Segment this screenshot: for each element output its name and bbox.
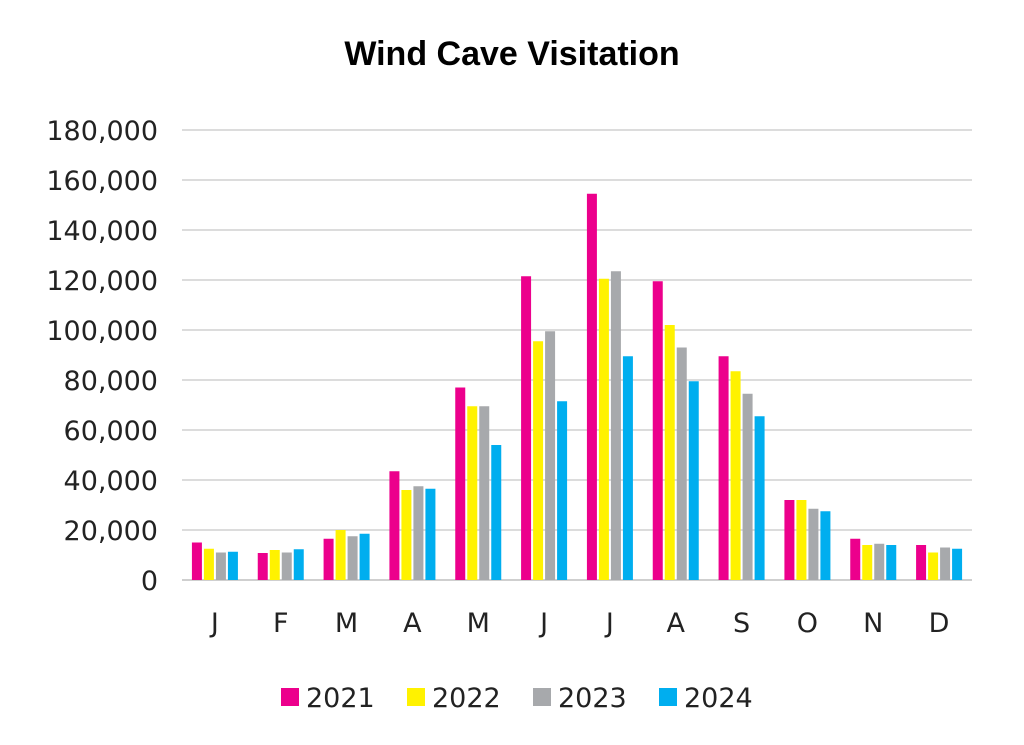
bar-2024-6	[557, 401, 568, 580]
bar-2023-12	[940, 547, 951, 580]
bar-2024-11	[886, 545, 897, 580]
x-tick-label: O	[797, 608, 818, 639]
bar-2023-3	[347, 536, 358, 580]
bar-2021-4	[389, 471, 400, 580]
legend-label-2021: 2021	[306, 683, 375, 714]
bar-2022-12	[928, 552, 939, 580]
bar-2022-6	[533, 341, 544, 580]
chart-title: Wind Cave Visitation	[344, 35, 679, 73]
bar-2022-4	[401, 490, 412, 580]
bar-2024-7	[622, 356, 633, 580]
bar-2024-2	[293, 549, 304, 580]
legend-swatch-2021	[281, 688, 299, 706]
bar-2022-9	[730, 371, 741, 580]
x-tick-label: A	[403, 608, 422, 639]
bar-2023-10	[808, 508, 819, 580]
x-tick-label: N	[863, 608, 883, 639]
y-tick-label: 180,000	[46, 116, 158, 147]
x-tick-label: M	[335, 608, 358, 639]
x-tick-label: J	[538, 608, 548, 639]
bar-2024-12	[952, 548, 963, 580]
x-tick-label: A	[667, 608, 686, 639]
bar-2022-3	[335, 530, 346, 580]
bar-2021-8	[652, 281, 663, 580]
bar-2023-8	[676, 347, 687, 580]
legend-label-2022: 2022	[432, 683, 501, 714]
bar-2024-4	[425, 488, 436, 580]
x-tick-label: S	[733, 608, 750, 639]
bars	[191, 193, 963, 580]
bar-2024-9	[754, 416, 765, 580]
bar-2022-5	[467, 406, 478, 580]
y-tick-label: 80,000	[64, 366, 158, 397]
bar-2021-6	[521, 276, 532, 580]
x-tick-label: J	[604, 608, 614, 639]
bar-2022-1	[203, 548, 214, 580]
bar-2021-1	[191, 542, 202, 580]
bar-2023-2	[281, 552, 292, 580]
bar-2021-9	[718, 356, 729, 580]
bar-2022-10	[796, 500, 807, 580]
y-axis-ticks: 0 20,000 40,000 60,000 80,000 100,000 120,000 1…	[46, 116, 158, 597]
legend: 2021 2022 2023 2024	[281, 683, 753, 714]
bar-2023-1	[215, 552, 226, 580]
y-tick-label: 40,000	[64, 466, 158, 497]
bar-2022-2	[269, 550, 280, 580]
legend-label-2024: 2024	[684, 683, 753, 714]
bar-2021-10	[784, 500, 795, 580]
y-tick-label: 140,000	[46, 216, 158, 247]
y-tick-label: 120,000	[46, 266, 158, 297]
bar-2024-3	[359, 533, 370, 580]
bar-2024-8	[688, 381, 699, 580]
legend-label-2023: 2023	[558, 683, 627, 714]
bar-2023-7	[610, 271, 621, 580]
x-tick-label: M	[467, 608, 490, 639]
legend-swatch-2022	[407, 688, 425, 706]
bar-2021-2	[257, 553, 268, 580]
bar-2024-10	[820, 511, 831, 580]
bar-2021-5	[455, 387, 466, 580]
legend-swatch-2024	[659, 688, 677, 706]
x-tick-label: J	[209, 608, 219, 639]
y-tick-label: 160,000	[46, 166, 158, 197]
bar-2021-12	[916, 545, 927, 580]
y-tick-label: 60,000	[64, 416, 158, 447]
legend-swatch-2023	[533, 688, 551, 706]
y-tick-label: 20,000	[64, 516, 158, 547]
bar-2022-11	[862, 545, 873, 580]
y-tick-label: 0	[141, 566, 158, 597]
bar-2023-6	[545, 331, 556, 580]
bar-2024-1	[227, 551, 238, 580]
bar-2023-11	[874, 543, 885, 580]
bar-2023-9	[742, 393, 753, 580]
bar-2021-3	[323, 538, 334, 580]
x-tick-label: D	[929, 608, 950, 639]
bar-2022-7	[598, 278, 609, 580]
x-tick-label: F	[273, 608, 289, 639]
bar-2023-4	[413, 486, 424, 580]
y-tick-label: 100,000	[46, 316, 158, 347]
bar-2022-8	[664, 325, 675, 580]
gridlines	[182, 129, 972, 581]
bar-2021-7	[586, 193, 597, 580]
bar-2023-5	[479, 406, 490, 580]
bar-2024-5	[491, 445, 502, 580]
bar-2021-11	[850, 538, 861, 580]
